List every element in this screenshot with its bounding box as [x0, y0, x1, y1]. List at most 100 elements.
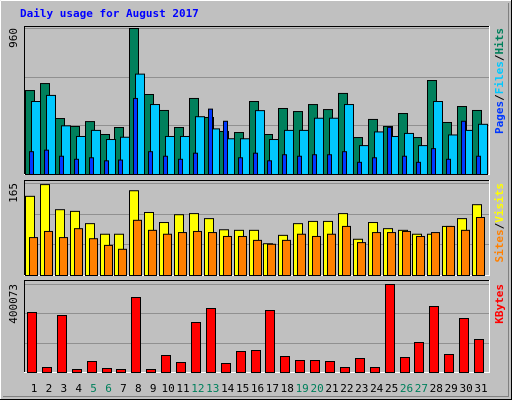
bar — [342, 225, 351, 276]
y-tick-label: 400073 — [7, 284, 20, 324]
bar — [240, 138, 250, 176]
bar — [476, 217, 485, 276]
bar — [267, 243, 276, 276]
x-tick-label: 23 — [355, 382, 368, 395]
x-tick-label: 1 — [31, 382, 38, 395]
bar — [253, 239, 262, 276]
bar — [387, 126, 392, 175]
x-tick-label: 13 — [206, 382, 219, 395]
x-tick-label: 18 — [281, 382, 294, 395]
bar — [310, 360, 320, 374]
bar — [269, 139, 279, 175]
bar — [370, 367, 380, 373]
bar — [180, 135, 190, 176]
legend: Sites/Visits — [493, 183, 506, 263]
bar — [431, 232, 440, 276]
bar — [327, 154, 332, 176]
bar — [446, 158, 451, 176]
bar — [448, 134, 458, 175]
legend-separator: / — [493, 54, 506, 61]
bar — [372, 232, 381, 276]
bar — [295, 360, 305, 374]
bar — [476, 155, 481, 175]
bar — [221, 363, 231, 373]
bar — [414, 342, 424, 373]
x-tick-label: 5 — [90, 382, 97, 395]
bar — [102, 368, 112, 373]
bar — [340, 367, 350, 373]
bar — [265, 310, 275, 373]
bar — [387, 232, 396, 276]
bar — [131, 297, 141, 374]
bar — [372, 157, 377, 175]
bar — [206, 308, 216, 373]
x-tick-label: 14 — [221, 382, 235, 395]
x-tick-label: 4 — [75, 382, 82, 395]
bar — [76, 135, 86, 176]
bar — [402, 230, 411, 276]
x-tick-label: 21 — [325, 382, 338, 395]
bar — [312, 235, 321, 276]
bar — [299, 129, 309, 175]
bar — [312, 154, 317, 176]
bar — [255, 110, 265, 175]
bar — [163, 233, 172, 276]
bar — [282, 154, 287, 176]
bar — [444, 354, 454, 374]
bar — [29, 151, 34, 175]
x-tick-label: 7 — [120, 382, 127, 395]
legend-entry: Visits — [493, 183, 506, 223]
bar — [89, 157, 94, 175]
bar — [284, 129, 294, 175]
bar — [118, 159, 123, 175]
legend-entry: Sites — [493, 229, 506, 262]
bar — [59, 155, 64, 175]
bar — [87, 361, 97, 374]
x-tick-label: 9 — [150, 382, 157, 395]
bar — [104, 160, 109, 175]
bar — [431, 148, 436, 175]
bar — [280, 356, 290, 374]
bar — [433, 101, 443, 175]
bar — [191, 322, 201, 373]
bar — [148, 151, 153, 175]
x-tick-label: 17 — [266, 382, 279, 395]
bar — [404, 132, 414, 175]
bar — [116, 369, 126, 373]
bar — [42, 367, 52, 373]
bar — [342, 151, 347, 175]
bar — [72, 369, 82, 373]
legend-entry: KBytes — [493, 284, 506, 324]
bar — [416, 235, 425, 276]
bar — [416, 161, 421, 175]
bar — [238, 235, 247, 276]
bar — [178, 232, 187, 276]
bar — [297, 233, 306, 276]
bar — [459, 318, 469, 374]
bar — [385, 284, 395, 373]
bar — [357, 242, 366, 276]
x-tick-label: 24 — [370, 382, 384, 395]
bar — [325, 361, 335, 374]
legend-separator: / — [493, 94, 506, 101]
y-tick-label: 960 — [7, 28, 20, 48]
legend-separator: / — [493, 222, 506, 229]
x-tick-label: 26 — [400, 382, 413, 395]
bar — [236, 351, 246, 373]
bar — [297, 155, 302, 175]
bar — [223, 120, 228, 176]
bar — [374, 131, 384, 176]
bar — [253, 152, 258, 175]
bar — [446, 225, 455, 276]
legend: KBytes — [493, 284, 506, 324]
x-tick-label: 15 — [236, 382, 249, 395]
bar — [357, 161, 362, 175]
bar — [133, 97, 138, 175]
bar — [89, 238, 98, 276]
bar — [163, 155, 168, 175]
bar — [461, 229, 470, 276]
y-tick-label: 165 — [7, 183, 20, 203]
x-tick-label: 27 — [415, 382, 428, 395]
x-tick-label: 6 — [105, 382, 112, 395]
